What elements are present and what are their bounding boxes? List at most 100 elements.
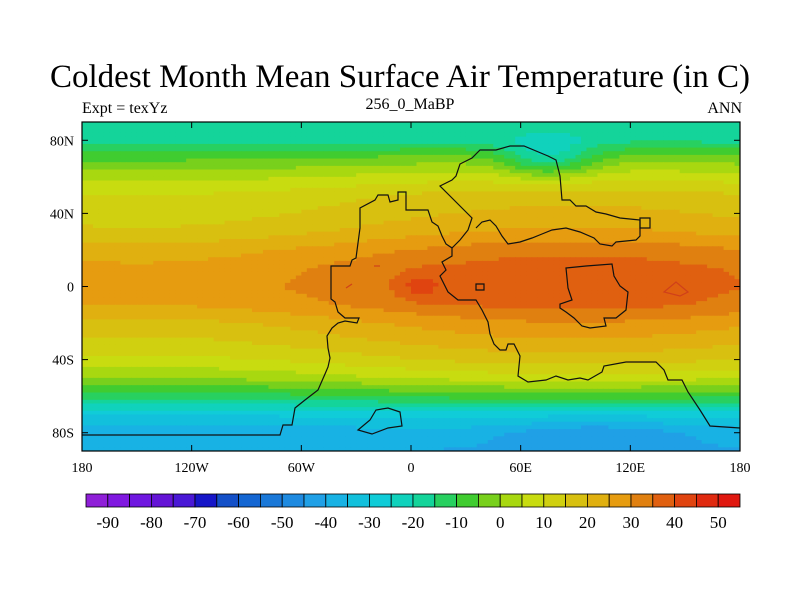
field-cell — [564, 165, 571, 171]
field-cell — [290, 143, 297, 149]
field-cell — [257, 271, 264, 277]
field-cell — [690, 125, 697, 130]
field-cell — [328, 122, 335, 127]
field-cell — [114, 253, 121, 258]
field-cell — [526, 147, 533, 152]
field-cell — [509, 202, 516, 207]
field-cell — [169, 235, 176, 240]
field-cell — [597, 231, 604, 236]
field-cell — [257, 122, 264, 127]
field-cell — [372, 132, 379, 138]
field-cell — [367, 143, 374, 149]
field-cell — [597, 238, 604, 244]
field-cell — [367, 209, 374, 214]
field-cell — [531, 213, 538, 218]
field-cell — [580, 147, 588, 152]
field-cell — [597, 154, 604, 160]
field-cell — [273, 217, 280, 222]
field-cell — [526, 184, 533, 189]
field-cell — [537, 176, 544, 182]
field-cell — [712, 242, 719, 247]
field-cell — [498, 224, 505, 229]
field-cell — [268, 202, 275, 207]
field-cell — [246, 249, 253, 255]
field-cell — [405, 151, 412, 156]
field-cell — [712, 217, 719, 222]
field-cell — [180, 158, 187, 163]
field-cell — [295, 136, 302, 141]
field-cell — [608, 228, 615, 233]
field-cell — [197, 184, 204, 189]
field-cell — [707, 202, 714, 207]
field-cell — [224, 271, 231, 277]
field-cell — [290, 257, 297, 262]
field-cell — [323, 271, 330, 277]
field-cell — [531, 151, 538, 156]
field-cell — [191, 162, 198, 167]
field-cell — [241, 129, 248, 134]
field-cell — [273, 198, 280, 204]
field-cell — [613, 231, 620, 236]
field-cell — [197, 143, 204, 149]
field-cell — [432, 235, 440, 240]
field-cell — [679, 238, 686, 244]
field-cell — [729, 238, 736, 244]
field-cell — [279, 180, 286, 185]
field-cell — [712, 158, 719, 163]
field-cell — [147, 260, 154, 266]
field-cell — [235, 253, 242, 258]
field-cell — [224, 129, 231, 134]
field-cell — [685, 217, 692, 222]
field-cell — [191, 136, 198, 141]
field-cell — [542, 253, 549, 258]
field-cell — [114, 162, 121, 167]
field-cell — [690, 162, 697, 167]
field-cell — [235, 143, 242, 149]
field-cell — [224, 253, 231, 258]
field-cell — [290, 129, 297, 134]
field-cell — [460, 151, 467, 156]
field-cell — [454, 235, 461, 240]
field-cell — [597, 151, 604, 156]
field-cell — [707, 154, 714, 160]
field-cell — [416, 257, 423, 262]
field-cell — [164, 173, 171, 178]
field-cell — [657, 136, 664, 141]
field-cell — [564, 228, 571, 233]
field-cell — [476, 195, 483, 200]
field-cell — [630, 202, 637, 207]
field-cell — [120, 268, 127, 273]
field-cell — [602, 158, 609, 163]
field-cell — [449, 191, 456, 196]
field-cell — [356, 165, 363, 171]
field-cell — [482, 187, 489, 193]
field-cell — [136, 191, 143, 196]
field-cell — [509, 147, 516, 152]
field-cell — [416, 198, 423, 204]
field-cell — [438, 209, 445, 214]
field-cell — [405, 213, 412, 218]
field-cell — [504, 132, 511, 138]
field-cell — [345, 202, 352, 207]
field-cell — [498, 264, 505, 269]
field-cell — [153, 209, 160, 214]
field-cell — [87, 173, 94, 178]
field-cell — [635, 206, 642, 211]
field-cell — [553, 231, 560, 236]
field-cell — [591, 202, 599, 207]
field-cell — [339, 206, 346, 211]
field-cell — [180, 195, 187, 200]
field-cell — [317, 257, 324, 262]
field-cell — [153, 184, 160, 189]
field-cell — [389, 129, 396, 134]
field-cell — [92, 271, 100, 277]
field-cell — [208, 165, 215, 171]
field-cell — [438, 154, 445, 160]
field-cell — [515, 147, 522, 152]
field-cell — [460, 136, 467, 141]
field-cell — [608, 187, 615, 193]
field-cell — [421, 249, 429, 255]
field-cell — [164, 213, 171, 218]
field-cell — [164, 202, 171, 207]
field-cell — [400, 158, 407, 163]
